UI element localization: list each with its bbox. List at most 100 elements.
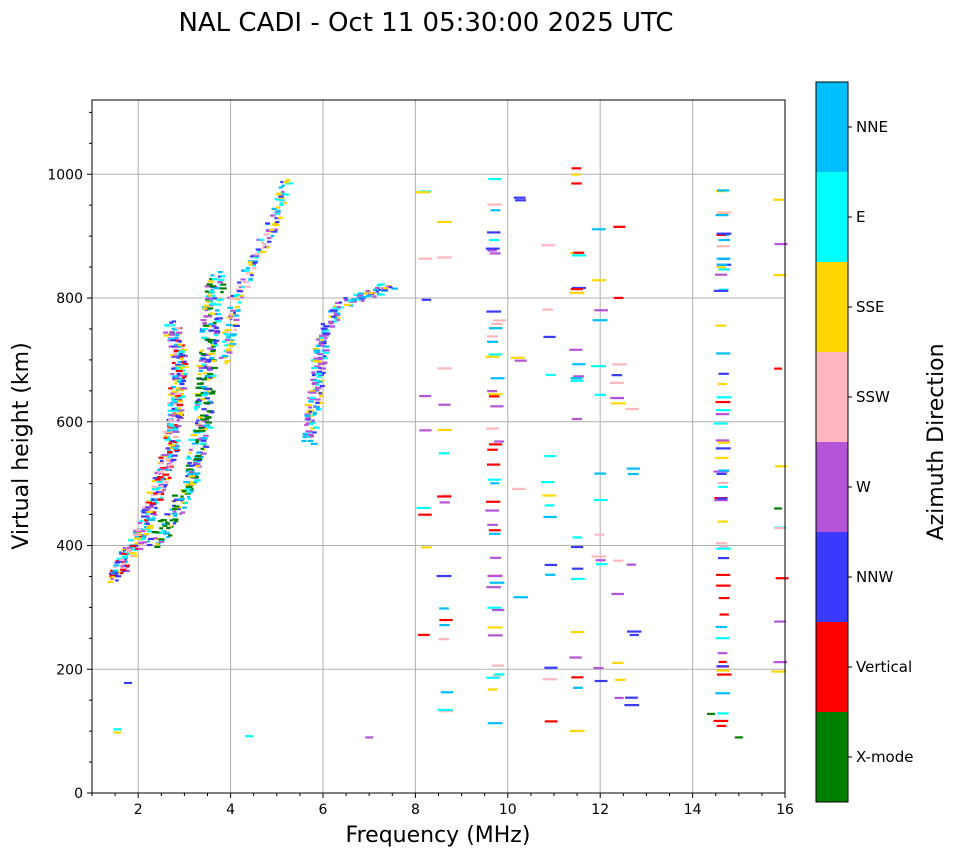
echo-point (201, 357, 206, 360)
echo-point (123, 556, 128, 560)
echo-point (212, 321, 217, 324)
echo-point (229, 340, 234, 343)
echo-point (196, 462, 201, 466)
echo-point (203, 401, 211, 405)
echo-point (716, 266, 726, 269)
echo-point (167, 450, 173, 454)
echo-point (168, 418, 173, 422)
echo-point (486, 500, 501, 503)
echo-point (226, 336, 231, 339)
echo-point (592, 319, 608, 322)
x-tick-label: 14 (684, 802, 702, 818)
echo-point (266, 246, 270, 249)
echo-point (179, 367, 184, 370)
echo-point (316, 370, 323, 373)
echo-point (209, 338, 217, 342)
echo-point (571, 254, 587, 257)
echo-point (319, 394, 323, 398)
echo-point (382, 287, 389, 290)
echo-point (170, 402, 174, 405)
echo-point (185, 470, 189, 473)
echo-point (233, 328, 238, 331)
colorbar-label: E (856, 208, 865, 226)
echo-point (171, 430, 176, 433)
echo-point (275, 206, 280, 209)
y-tick-label: 200 (56, 662, 83, 678)
echo-point (333, 311, 339, 314)
echo-point (199, 330, 205, 333)
echo-point (774, 527, 785, 530)
echo-point (187, 461, 192, 465)
echo-point (208, 312, 216, 315)
echo-point (262, 243, 267, 247)
echo-point (323, 349, 330, 352)
echo-point (156, 476, 164, 479)
echo-point (171, 399, 177, 402)
echo-point (775, 577, 789, 580)
echo-point (184, 501, 188, 505)
echo-point (154, 471, 159, 474)
echo-point (354, 298, 362, 301)
echo-point (120, 565, 124, 568)
echo-point (180, 348, 188, 351)
echo-point (343, 297, 348, 300)
echo-point (130, 552, 137, 555)
echo-point (250, 274, 254, 277)
echo-point (168, 337, 176, 341)
echo-point (323, 345, 330, 348)
echo-point (610, 396, 624, 400)
echo-point (487, 249, 497, 252)
echo-point (544, 666, 558, 669)
echo-point (146, 517, 151, 520)
echo-point (204, 290, 210, 293)
echo-point (118, 551, 123, 554)
echo-points (107, 167, 789, 739)
echo-point (209, 278, 214, 281)
echo-point (543, 335, 556, 339)
colorbar-swatch-e (816, 172, 848, 262)
echo-point (315, 372, 323, 376)
echo-point (715, 400, 731, 404)
echo-point (159, 459, 164, 462)
echo-point (112, 569, 119, 572)
echo-point (175, 331, 183, 334)
echo-point (306, 418, 311, 421)
echo-point (716, 673, 732, 676)
echo-point (166, 447, 172, 450)
echo-point (490, 209, 501, 212)
echo-point (227, 344, 235, 348)
echo-point (174, 336, 179, 339)
echo-point (195, 399, 202, 402)
echo-point (146, 543, 153, 547)
echo-point (201, 398, 206, 401)
echo-point (716, 211, 732, 214)
echo-point (307, 434, 315, 438)
echo-point (187, 473, 194, 476)
echo-point (273, 223, 280, 227)
echo-point (151, 479, 156, 483)
echo-point (250, 255, 254, 258)
x-tick-label: 6 (319, 802, 328, 818)
echo-point (571, 182, 582, 185)
echo-point (131, 548, 138, 551)
echo-point (307, 409, 315, 412)
echo-point (122, 564, 128, 567)
echo-point (160, 492, 165, 496)
echo-point (713, 719, 729, 723)
echo-point (143, 522, 148, 525)
echo-point (204, 309, 208, 312)
echo-point (309, 391, 317, 394)
echo-point (301, 439, 307, 443)
echo-point (206, 378, 211, 381)
echo-point (174, 382, 178, 385)
echo-point (308, 410, 313, 413)
echo-point (213, 326, 220, 329)
echo-point (162, 431, 169, 434)
echo-point (513, 196, 526, 199)
echo-point (544, 454, 557, 458)
echo-point (624, 704, 640, 707)
echo-point (335, 301, 341, 305)
echo-point (248, 279, 253, 282)
echo-point (174, 379, 179, 382)
echo-point (487, 203, 502, 206)
